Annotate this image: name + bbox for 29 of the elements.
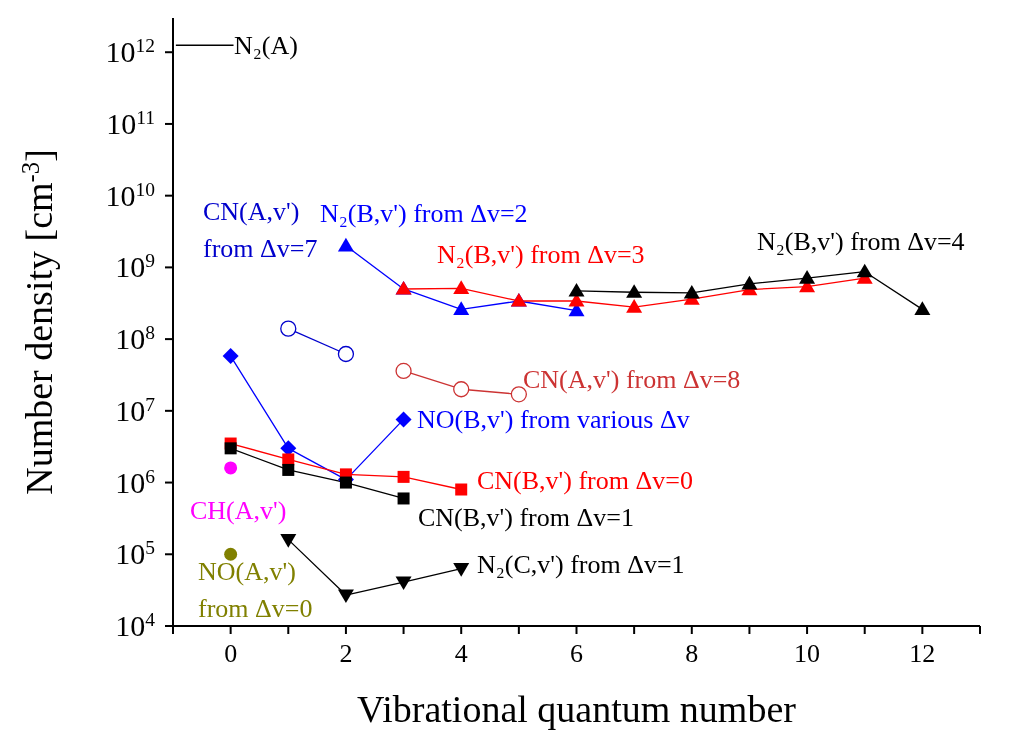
series-label: N₂(B,v') from Δv=4	[757, 226, 966, 258]
y-tick-label: 10$^{11}$	[106, 106, 155, 140]
y-tick-label: 10$^{5}$	[115, 536, 155, 571]
series-label: N₂(B,v') from Δv=3	[437, 239, 646, 271]
y-tick-label: 10$^{4}$	[115, 608, 156, 642]
series-label: CN(B,v') from Δv=0	[477, 465, 694, 497]
y-tick-label: 10$^{10}$	[105, 178, 155, 212]
series-label: N₂(C,v') from Δv=1	[477, 549, 686, 581]
x-tick-label: 12	[909, 639, 936, 668]
y-tick-label: 10$^{9}$	[115, 249, 155, 284]
x-tick-label: 10	[794, 639, 821, 668]
y-tick-label: 10$^{6}$	[115, 465, 156, 499]
series-label: CN(B,v') from Δv=1	[418, 502, 635, 534]
x-tick-label: 2	[339, 639, 353, 668]
x-tick-label: 0	[224, 639, 238, 668]
y-tick-label: 10$^{12}$	[105, 34, 155, 69]
x-tick-label: 6	[570, 639, 583, 668]
y-tick-label: 10$^{8}$	[115, 321, 155, 356]
x-axis-title: Vibrational quantum number	[357, 688, 797, 730]
y-tick-label: 10$^{7}$	[115, 393, 156, 427]
series-label: N₂(B,v') from Δv=2	[320, 198, 529, 230]
series-label: CH(A,v')	[190, 495, 288, 527]
x-tick-label: 4	[454, 639, 468, 668]
x-tick-label: 8	[685, 639, 699, 668]
series-label: CN(A,v') from Δv=8	[523, 364, 742, 396]
series-label: NO(A,v') from Δv=0	[198, 556, 314, 625]
series-label: NO(B,v') from various Δv	[417, 404, 691, 436]
legend-label: N₂(A)	[234, 30, 299, 62]
text: CN(A,v') from Δv=7	[203, 196, 319, 265]
